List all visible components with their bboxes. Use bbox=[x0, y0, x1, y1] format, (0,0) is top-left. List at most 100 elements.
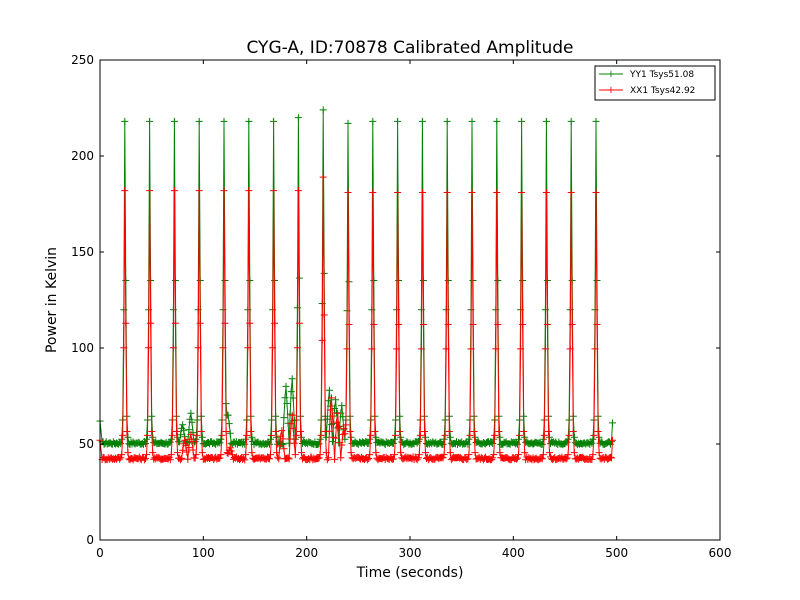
data-point-marker bbox=[496, 433, 504, 441]
data-point-marker bbox=[329, 412, 336, 420]
data-point-marker bbox=[494, 321, 502, 328]
data-point-marker bbox=[368, 345, 376, 353]
legend-marker-yy1: + bbox=[607, 69, 615, 80]
data-point-marker bbox=[442, 345, 450, 353]
series-markers-1 bbox=[96, 173, 616, 464]
data-point-marker bbox=[539, 451, 547, 459]
data-point-marker bbox=[516, 431, 523, 439]
y-tick-label: 150 bbox=[71, 245, 94, 259]
data-point-marker bbox=[419, 321, 427, 328]
data-point-marker bbox=[338, 402, 346, 410]
data-point-marker bbox=[394, 117, 402, 125]
data-point-marker bbox=[124, 449, 132, 457]
data-point-marker bbox=[142, 440, 149, 447]
data-point-marker bbox=[245, 187, 253, 195]
data-point-marker bbox=[569, 428, 577, 435]
data-point-marker bbox=[468, 189, 476, 196]
data-point-marker bbox=[316, 451, 324, 459]
data-point-marker bbox=[187, 430, 195, 438]
data-point-marker bbox=[242, 435, 250, 443]
data-point-marker bbox=[248, 449, 256, 457]
data-point-marker bbox=[342, 421, 350, 429]
data-point-marker bbox=[191, 454, 199, 462]
data-point-marker bbox=[192, 451, 200, 459]
data-point-marker bbox=[149, 449, 157, 457]
data-point-marker bbox=[515, 451, 522, 459]
data-point-marker bbox=[280, 445, 288, 453]
data-point-marker bbox=[286, 435, 294, 443]
data-point-marker bbox=[347, 433, 355, 441]
data-point-marker bbox=[464, 455, 472, 463]
data-point-marker bbox=[418, 189, 426, 196]
data-point-marker bbox=[273, 433, 281, 441]
data-point-marker bbox=[170, 117, 178, 125]
data-point-marker bbox=[390, 455, 397, 463]
data-point-marker bbox=[391, 451, 398, 459]
x-tick-label: 200 bbox=[295, 546, 318, 560]
data-point-marker bbox=[566, 345, 574, 353]
data-point-marker bbox=[166, 456, 174, 464]
data-point-marker bbox=[241, 456, 249, 464]
data-point-marker bbox=[331, 455, 339, 463]
data-point-marker bbox=[117, 454, 125, 462]
data-point-marker bbox=[334, 409, 342, 417]
data-point-marker bbox=[372, 449, 380, 457]
data-point-marker bbox=[317, 431, 325, 439]
data-point-marker bbox=[396, 428, 404, 435]
data-point-marker bbox=[121, 117, 129, 125]
data-point-marker bbox=[298, 449, 305, 457]
data-point-marker bbox=[570, 449, 578, 457]
data-point-marker bbox=[492, 345, 500, 353]
data-point-marker bbox=[416, 431, 424, 439]
data-point-marker bbox=[188, 438, 196, 446]
x-tick-label: 100 bbox=[192, 546, 215, 560]
data-point-marker bbox=[290, 439, 298, 447]
legend-marker-xx1: + bbox=[607, 85, 615, 96]
data-point-marker bbox=[489, 454, 497, 462]
data-point-marker bbox=[330, 420, 337, 428]
axis-ticks: 0 100 200 300 400 500 600 0 50 100 150 200 250 bbox=[71, 53, 731, 560]
data-point-marker bbox=[495, 428, 503, 435]
data-point-marker bbox=[589, 451, 597, 459]
data-point-marker bbox=[319, 106, 327, 114]
data-point-marker bbox=[545, 428, 552, 435]
data-point-marker bbox=[275, 455, 283, 463]
data-point-marker bbox=[219, 344, 227, 352]
data-point-marker bbox=[369, 117, 377, 125]
data-point-marker bbox=[198, 433, 206, 441]
data-point-marker bbox=[392, 431, 399, 439]
data-point-marker bbox=[197, 428, 205, 435]
data-point-marker bbox=[365, 439, 373, 447]
data-point-marker bbox=[270, 117, 278, 125]
data-point-marker bbox=[540, 431, 548, 439]
data-point-marker bbox=[284, 454, 292, 462]
data-point-marker bbox=[538, 455, 546, 463]
data-point-marker bbox=[179, 446, 187, 454]
data-point-marker bbox=[225, 420, 233, 428]
data-point-marker bbox=[143, 451, 150, 459]
data-point-marker bbox=[247, 428, 255, 435]
data-point-marker bbox=[142, 455, 149, 462]
x-tick-label: 300 bbox=[399, 546, 422, 560]
data-point-marker bbox=[315, 454, 323, 462]
data-point-marker bbox=[195, 117, 203, 125]
data-point-marker bbox=[443, 117, 451, 125]
data-point-marker bbox=[336, 422, 344, 430]
data-point-marker bbox=[565, 431, 573, 439]
data-point-marker bbox=[465, 435, 473, 443]
data-point-marker bbox=[340, 425, 348, 433]
data-point-marker bbox=[316, 435, 324, 443]
data-point-marker bbox=[595, 433, 603, 441]
data-point-marker bbox=[293, 344, 301, 352]
data-point-marker bbox=[328, 394, 335, 402]
data-point-marker bbox=[563, 454, 571, 462]
data-point-marker bbox=[335, 423, 343, 431]
data-point-marker bbox=[147, 319, 155, 327]
data-point-marker bbox=[244, 344, 252, 352]
data-point-marker bbox=[332, 434, 340, 442]
data-point-marker bbox=[220, 187, 228, 195]
data-point-marker bbox=[272, 428, 280, 435]
data-point-marker bbox=[514, 454, 521, 462]
data-point-marker bbox=[520, 428, 528, 435]
data-point-marker bbox=[444, 321, 452, 328]
